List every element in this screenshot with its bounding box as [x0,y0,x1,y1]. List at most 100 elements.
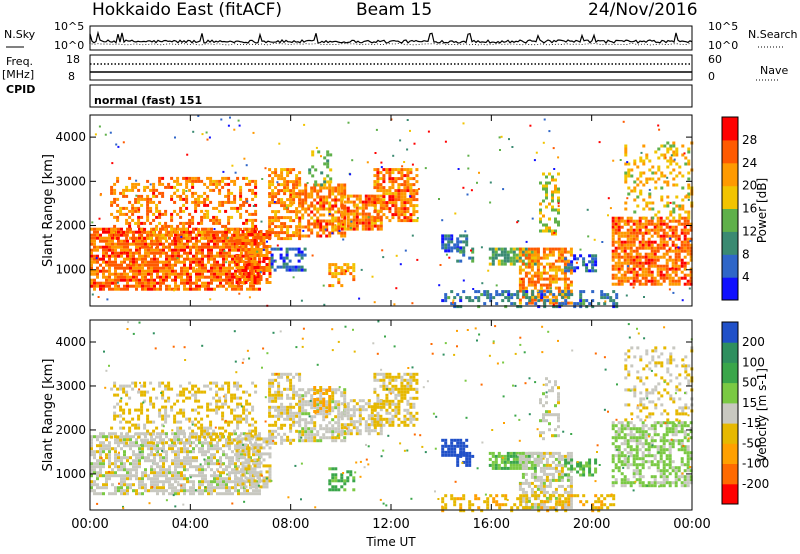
heatmap-cell [376,216,380,220]
heatmap-cell [388,219,392,223]
heatmap-cell [258,492,261,496]
heatmap-cell [629,282,633,286]
heatmap-cell [252,284,255,288]
heatmap-cell [279,253,283,257]
heatmap-cell [268,263,272,266]
heatmap-cell [212,432,216,436]
heatmap-cell [216,263,219,267]
heatmap-cell [168,471,171,475]
heatmap-cell [250,251,254,254]
heatmap-cell [155,203,159,207]
heatmap-cell [165,254,168,258]
heatmap-cell [539,277,543,281]
heatmap-cell [307,207,311,211]
heatmap-cell [350,220,353,223]
heatmap-cell [120,456,123,460]
heatmap-cell [385,207,389,211]
heatmap-cell [138,233,141,237]
heatmap-cell [206,185,210,189]
heatmap-cell [185,221,189,225]
heatmap-cell [252,131,255,134]
heatmap-cell [249,254,252,258]
heatmap-cell [265,248,269,251]
heatmap-cell [225,468,228,472]
heatmap-cell [163,224,166,227]
heatmap-cell [248,411,252,415]
heatmap-cell [591,260,595,264]
heatmap-cell [650,279,654,283]
heatmap-cell [198,287,201,291]
heatmap-cell [120,242,123,246]
heatmap-cell [409,195,412,198]
heatmap-cell [161,212,165,216]
heatmap-cell [536,295,540,299]
heatmap-cell [681,144,685,148]
heatmap-cell [564,266,568,270]
heatmap-cell [240,477,243,481]
heatmap-cell [624,144,628,148]
heatmap-cell [230,227,234,231]
heatmap-cell [391,192,395,196]
heatmap-cell [274,186,278,190]
heatmap-cell [216,486,219,490]
heatmap-cell [579,248,582,251]
heatmap-cell [155,236,159,240]
heatmap-cell [563,271,567,275]
heatmap-cell [102,245,105,249]
heatmap-cell [627,174,631,178]
heatmap-cell [677,249,681,253]
heatmap-cell [152,387,156,391]
heatmap-cell [167,399,171,403]
heatmap-cell [119,191,123,195]
heatmap-cell [300,268,304,272]
heatmap-cell [93,248,96,252]
heatmap-cell [591,269,595,273]
heatmap-cell [374,152,377,154]
heatmap-cell [632,240,636,244]
heatmap-cell [274,192,278,196]
heatmap-cell [533,298,537,302]
heatmap-cell [174,254,177,258]
heatmap-cell [146,197,150,201]
heatmap-cell [159,480,162,484]
heatmap-cell [570,266,574,270]
heatmap-cell [409,183,413,187]
heatmap-cell [134,426,138,430]
heatmap-cell [90,486,93,490]
heatmap-cell [153,489,156,493]
heatmap-cell [681,204,685,208]
heatmap-cell [672,201,676,205]
heatmap-cell [182,393,186,397]
heatmap-cell [294,247,298,251]
heatmap-cell [129,269,132,273]
heatmap-cell [403,216,407,220]
heatmap-cell [314,168,318,172]
heatmap-cell [105,438,108,442]
heatmap-cell [626,197,629,200]
heatmap-cell [209,176,213,180]
heatmap-cell [295,192,299,196]
heatmap-cell [545,256,549,260]
heatmap-cell [364,206,368,210]
heatmap-cell [144,257,147,261]
heatmap-cell [653,249,657,253]
heatmap-cell [262,272,266,275]
heatmap-cell [113,414,117,418]
heatmap-cell [671,219,675,223]
heatmap-cell [326,174,330,178]
heatmap-cell [213,477,216,481]
heatmap-cell [524,265,528,269]
heatmap-cell [650,228,654,232]
heatmap-cell [245,164,248,167]
heatmap-cell [274,216,278,220]
heatmap-cell [140,384,144,388]
heatmap-cell [379,201,383,205]
heatmap-cell [114,459,117,463]
heatmap-cell [635,237,639,241]
heatmap-cell [231,468,234,472]
heatmap-cell [481,282,484,285]
heatmap-cell [367,221,371,225]
heatmap-cell [367,224,371,228]
heatmap-cell [403,201,407,205]
heatmap-cell [376,213,380,217]
